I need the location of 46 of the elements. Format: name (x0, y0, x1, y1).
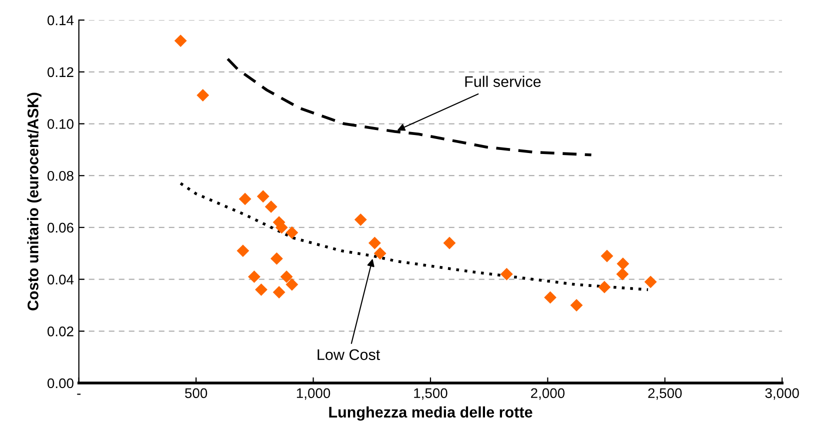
annotation: Full service (465, 76, 541, 88)
point (174, 34, 187, 48)
point (500, 268, 513, 280)
point (196, 89, 210, 102)
point (286, 226, 298, 239)
line-series (226, 58, 593, 156)
point (270, 252, 283, 265)
y-tick-label: 0.10 (48, 119, 74, 129)
point (248, 270, 260, 283)
x-tick-label: 1,000 (296, 388, 330, 400)
y-tick-label: 0.00 (48, 378, 74, 388)
point (272, 286, 286, 298)
point (570, 299, 583, 312)
point (644, 276, 657, 288)
y-axis-title: Costo unitario (eurocent/ASK) (27, 92, 42, 310)
x-tick-label: 500 (185, 388, 208, 398)
annotation: Low Cost (318, 349, 380, 360)
point (544, 291, 556, 304)
point (264, 200, 278, 213)
x-tick-label: - (77, 394, 81, 395)
point (443, 236, 456, 250)
y-tick-label: 0.06 (48, 222, 74, 233)
point (368, 236, 381, 250)
point (600, 250, 614, 262)
point (616, 258, 630, 270)
point (236, 244, 250, 258)
y-tick-label: 0.12 (48, 67, 74, 78)
point (374, 247, 386, 260)
x-tick-label: 1,500 (414, 388, 448, 400)
line-series (179, 182, 650, 292)
x-tick-label: 3,000 (765, 388, 799, 400)
x-axis-title: Lunghezza media delle rotte (329, 406, 532, 421)
y-tick-label: 0.08 (48, 170, 74, 181)
point (286, 278, 298, 291)
point (256, 190, 270, 203)
point (598, 280, 611, 294)
y-tick-label: 0.04 (48, 274, 74, 284)
x-tick-label: 2,500 (648, 388, 682, 400)
point (238, 192, 252, 206)
point (255, 283, 268, 296)
y-tick-label: 0.14 (48, 15, 74, 26)
point (354, 213, 367, 226)
point (616, 268, 629, 280)
y-tick-label: 0.02 (48, 326, 74, 336)
x-tick-label: 2,000 (531, 388, 565, 400)
point (280, 270, 293, 283)
